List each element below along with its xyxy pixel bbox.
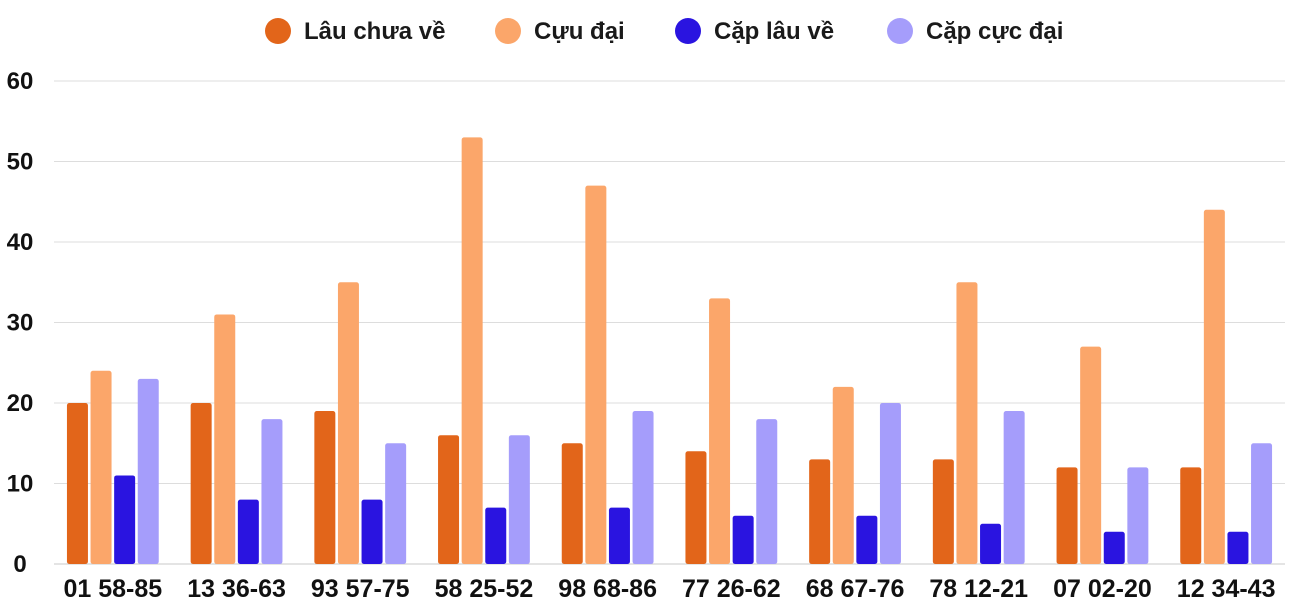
bar-4-5	[632, 411, 654, 564]
bar-3-6	[732, 515, 754, 564]
x-tick-label: 58 25-52	[435, 575, 534, 600]
legend-label-2: Cựu đại	[534, 18, 625, 45]
bar-4-1	[137, 378, 159, 564]
bar-1-7	[809, 459, 831, 564]
legend-label-1: Lâu chưa về	[304, 18, 445, 45]
bar-1-10	[1180, 467, 1202, 564]
legend-label-4: Cặp cực đại	[926, 18, 1063, 45]
legend-label-3: Cặp lâu về	[714, 18, 834, 45]
bar-1-8	[932, 459, 954, 564]
y-tick-label: 50	[7, 149, 34, 176]
bar-4-8	[1003, 411, 1025, 564]
bar-4-3	[385, 443, 407, 564]
y-tick-label: 0	[13, 551, 26, 578]
bar-1-9	[1056, 467, 1078, 564]
x-tick-label: 68 67-76	[806, 575, 905, 600]
bar-2-9	[1080, 346, 1102, 564]
bar-2-2	[214, 314, 236, 564]
bar-1-1	[66, 403, 88, 564]
bar-4-6	[756, 419, 778, 564]
x-tick-label: 01 58-85	[63, 575, 162, 600]
x-tick-label: 07 02-20	[1053, 575, 1152, 600]
bar-3-8	[980, 523, 1002, 564]
bar-2-6	[709, 298, 731, 564]
bar-1-3	[314, 411, 336, 564]
gridlines	[54, 80, 1285, 565]
bar-3-10	[1227, 531, 1249, 564]
bars	[66, 137, 1273, 565]
x-tick-label: 98 68-86	[558, 575, 657, 600]
bar-4-10	[1251, 443, 1273, 564]
bar-1-4	[438, 435, 460, 564]
bar-3-7	[856, 515, 878, 564]
bar-1-6	[685, 451, 707, 564]
bar-4-2	[261, 419, 283, 564]
bar-2-1	[90, 370, 112, 564]
x-tick-label: 13 36-63	[187, 575, 286, 600]
bar-1-5	[561, 443, 583, 564]
y-tick-label: 30	[7, 310, 34, 337]
legend-marker-2	[495, 18, 521, 44]
bar-2-7	[832, 386, 854, 564]
bar-2-3	[337, 282, 359, 564]
x-tick-label: 78 12-21	[929, 575, 1028, 600]
y-axis: 0 10 20 30 40 50 60	[7, 68, 34, 578]
bar-2-5	[585, 185, 607, 564]
bar-4-4	[508, 435, 530, 564]
bar-2-8	[956, 282, 978, 564]
y-tick-label: 10	[7, 471, 34, 498]
y-tick-label: 40	[7, 229, 34, 256]
bar-1-2	[190, 403, 212, 564]
bar-4-7	[879, 403, 901, 564]
bar-3-4	[485, 507, 507, 564]
legend-marker-4	[887, 18, 913, 44]
x-tick-label: 12 34-43	[1177, 575, 1276, 600]
x-tick-label: 77 26-62	[682, 575, 781, 600]
bar-3-3	[361, 499, 383, 564]
legend-marker-3	[675, 18, 701, 44]
y-tick-label: 20	[7, 390, 34, 417]
bar-2-10	[1203, 209, 1225, 565]
legend: Lâu chưa về Cựu đại Cặp lâu về Cặp cực đại	[265, 18, 1063, 45]
bar-3-5	[608, 507, 630, 564]
bar-3-9	[1103, 531, 1125, 564]
legend-marker-1	[265, 18, 291, 44]
bar-3-2	[237, 499, 259, 564]
bar-2-4	[461, 137, 483, 564]
bar-3-1	[114, 475, 136, 564]
x-axis: 01 58-85 13 36-63 93 57-75 58 25-52 98 68-86…	[63, 575, 1275, 600]
y-tick-label: 60	[7, 68, 34, 95]
bar-4-9	[1127, 467, 1149, 564]
x-tick-label: 93 57-75	[311, 575, 410, 600]
